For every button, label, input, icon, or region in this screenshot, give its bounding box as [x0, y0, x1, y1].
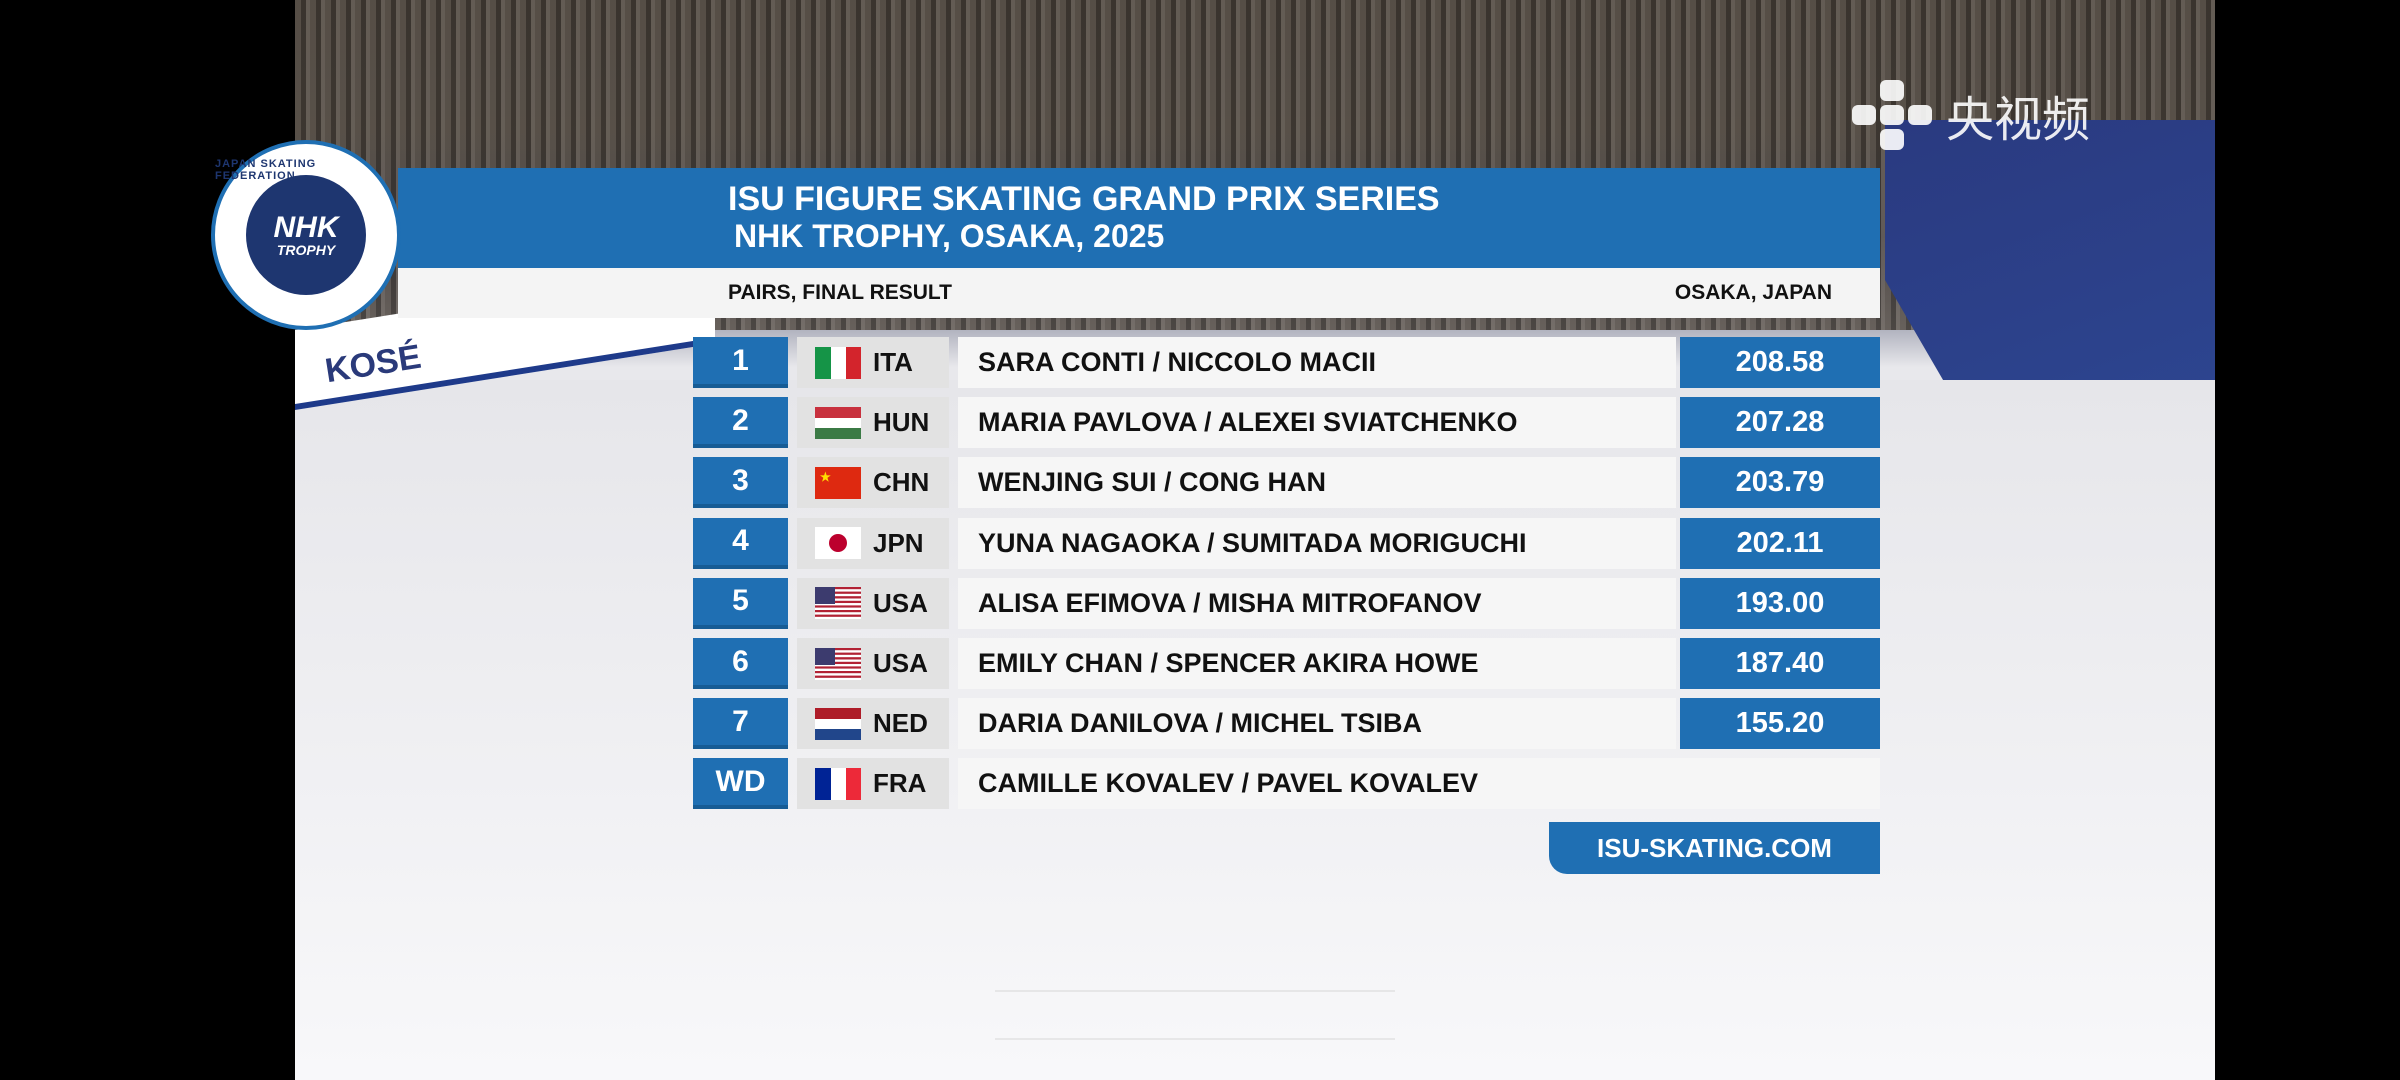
logo-sub: TROPHY [276, 242, 336, 258]
nation-code: ITA [873, 347, 913, 377]
rank-badge: 6 [693, 638, 788, 689]
broadcaster-logo: 央视频 [1852, 80, 2090, 150]
results-subheader: PAIRS, FINAL RESULT OSAKA, JAPAN [398, 268, 1880, 318]
result-row: 4 JPN YUNA NAGAOKA / SUMITADA MORIGUCHI … [693, 517, 1880, 569]
result-row: 3 ★ CHN WENJING SUI / CONG HAN 203.79 [693, 457, 1880, 509]
skater-names: CAMILLE KOVALEV / PAVEL KOVALEV [958, 758, 1880, 810]
result-row: 5 USA ALISA EFIMOVA / MISHA MITROFANOV 1… [693, 577, 1880, 629]
total-score: 207.28 [1680, 397, 1880, 449]
logo-main: NHK [273, 211, 339, 244]
category-label: PAIRS, FINAL RESULT [728, 281, 953, 304]
skater-names: MARIA PAVLOVA / ALEXEI SVIATCHENKO [958, 397, 1676, 449]
rank-badge: 2 [693, 397, 788, 449]
rank-badge: 5 [693, 577, 788, 629]
france-flag-icon [815, 767, 861, 800]
skater-names: YUNA NAGAOKA / SUMITADA MORIGUCHI [958, 517, 1676, 569]
watermark [995, 990, 1395, 1040]
rank-badge: 7 [693, 698, 788, 750]
svg-text:★: ★ [820, 470, 831, 484]
skater-names: ALISA EFIMOVA / MISHA MITROFANOV [958, 577, 1676, 629]
nhk-trophy-logo: JAPAN SKATING FEDERATION NHK TROPHY [211, 140, 401, 330]
china-flag-icon: ★ [815, 466, 861, 499]
nation-code: HUN [873, 407, 930, 438]
total-score: 155.20 [1680, 698, 1880, 750]
hungary-flag-icon [815, 406, 861, 439]
results-header: ISU FIGURE SKATING GRAND PRIX SERIES NHK… [398, 168, 1880, 268]
nation-cell: JPN [797, 517, 949, 569]
rank-badge: 4 [693, 517, 788, 569]
result-row: 6 USA EMILY CHAN / SPENCER AKIRA HOWE 18… [693, 638, 1880, 689]
broadcaster-name: 央视频 [1946, 94, 2091, 147]
nation-cell: USA [797, 577, 949, 629]
usa-flag-icon [815, 587, 861, 620]
netherlands-flag-icon [815, 707, 861, 740]
skater-names: EMILY CHAN / SPENCER AKIRA HOWE [958, 638, 1676, 689]
skater-names: SARA CONTI / NICCOLO MACII [958, 337, 1676, 388]
skater-names: WENJING SUI / CONG HAN [958, 457, 1676, 509]
website-banner: ISU-SKATING.COM [1549, 822, 1880, 874]
nation-code: USA [873, 587, 928, 618]
skater-names: DARIA DANILOVA / MICHEL TSIBA [958, 698, 1676, 750]
nation-code: CHN [873, 467, 930, 498]
logo-ring-text: JAPAN SKATING FEDERATION [215, 158, 317, 182]
italy-flag-icon [815, 346, 861, 379]
location-label: OSAKA, JAPAN [1674, 281, 1832, 304]
total-score: 187.40 [1680, 638, 1880, 689]
total-score: 208.58 [1680, 337, 1880, 388]
nation-code: JPN [873, 527, 924, 558]
nation-cell: ITA [797, 337, 949, 388]
header-title: ISU FIGURE SKATING GRAND PRIX SERIES [728, 180, 1440, 218]
nation-code: NED [873, 708, 928, 739]
nation-cell: FRA [797, 758, 949, 810]
header-subtitle: NHK TROPHY, OSAKA, 2025 [734, 218, 1165, 254]
japan-flag-icon [815, 527, 861, 560]
result-row: WD FRA CAMILLE KOVALEV / PAVEL KOVALEV [693, 758, 1880, 810]
result-row: 1 ITA SARA CONTI / NICCOLO MACII 208.58 [693, 337, 1880, 388]
nation-cell: HUN [797, 397, 949, 449]
usa-flag-icon [815, 647, 861, 680]
nation-cell: ★ CHN [797, 457, 949, 509]
cctv-icon [1852, 80, 1932, 150]
rank-badge: WD [693, 758, 788, 810]
nation-cell: NED [797, 698, 949, 750]
total-score: 202.11 [1680, 517, 1880, 569]
result-row: 2 HUN MARIA PAVLOVA / ALEXEI SVIATCHENKO… [693, 397, 1880, 449]
rank-badge: 3 [693, 457, 788, 509]
nation-code: USA [873, 648, 928, 678]
nation-code: FRA [873, 768, 927, 799]
total-score: 193.00 [1680, 577, 1880, 629]
nation-cell: USA [797, 638, 949, 689]
total-score: 203.79 [1680, 457, 1880, 509]
rank-badge: 1 [693, 337, 788, 388]
result-row: 7 NED DARIA DANILOVA / MICHEL TSIBA 155.… [693, 698, 1880, 750]
